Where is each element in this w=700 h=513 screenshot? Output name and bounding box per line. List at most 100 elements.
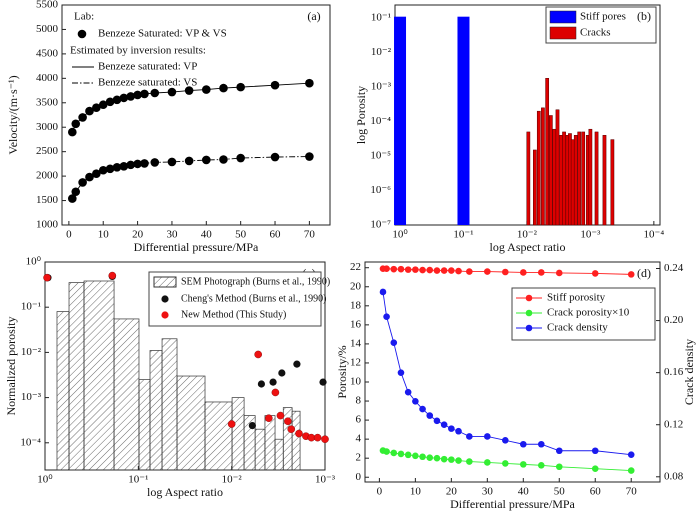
data-point [383, 448, 390, 455]
data-point [404, 388, 412, 396]
legend-label: Crack density [547, 322, 608, 334]
data-point [276, 411, 285, 420]
data-point [68, 194, 77, 203]
data-point [426, 266, 434, 274]
bar [588, 128, 593, 226]
data-point [119, 93, 129, 103]
data-point [150, 158, 160, 167]
data-point [202, 85, 211, 94]
data-point [319, 378, 327, 386]
data-point [227, 420, 236, 428]
data-point [383, 265, 390, 272]
y-tick-label: 3000 [36, 121, 59, 133]
data-point [440, 267, 448, 274]
y-tick-label: 2000 [36, 170, 59, 182]
x-tick-label: 0 [66, 229, 72, 241]
y-tick-label: 16 [350, 318, 362, 330]
data-point [426, 412, 434, 419]
data-point [293, 360, 301, 368]
y-tick-label: 10⁻⁵ [370, 150, 391, 162]
data-point [433, 267, 441, 274]
data-point [383, 313, 390, 320]
x-tick-label: 40 [201, 229, 213, 241]
y2-tick-label: 0.24 [664, 262, 684, 274]
histogram-bar [204, 401, 233, 471]
data-point [502, 268, 509, 276]
data-point [105, 97, 115, 107]
y-tick-label: 10⁻³ [371, 81, 392, 93]
legend-label: Stiff porosity [547, 292, 606, 304]
histogram-bar [56, 311, 70, 471]
data-point [133, 159, 142, 169]
data-point [184, 86, 194, 95]
data-point [448, 425, 455, 432]
histogram-bar [274, 438, 284, 471]
legend-label: Stiff pores [580, 11, 626, 23]
y-tick-label: 4000 [36, 72, 59, 84]
legend-label: Crack porosity×10 [547, 307, 630, 319]
x-tick-label: 10⁻¹ [128, 474, 148, 486]
bar [610, 139, 615, 226]
legend-swatch [549, 26, 577, 40]
data-point [270, 80, 280, 90]
data-point [43, 273, 51, 282]
y-tick-label: 5000 [36, 23, 59, 35]
legend-label: SEM Photograph (Burns et al., 1990) [181, 276, 330, 287]
x-axis-label: log Aspect ratio [490, 240, 566, 254]
data-point [537, 440, 545, 448]
data-point [627, 451, 635, 458]
data-point [202, 155, 211, 165]
bar [602, 135, 607, 226]
data-point [257, 380, 266, 388]
data-point [433, 454, 441, 462]
y-tick-label: 6 [356, 414, 362, 426]
data-point [519, 461, 527, 468]
data-point [502, 460, 509, 467]
legend-box [545, 6, 657, 44]
legend-box [148, 271, 322, 327]
legend-marker [525, 294, 533, 302]
bar [548, 115, 553, 226]
data-point [265, 414, 273, 422]
legend-title: Lab: [74, 11, 94, 23]
y-tick-label: 0 [356, 471, 362, 483]
data-point [108, 271, 117, 280]
data-point [519, 269, 527, 276]
x-axis-label: Differential pressure/MPa [134, 240, 259, 254]
x-tick-label: 10 [410, 486, 422, 498]
legend-marker [161, 311, 169, 319]
y2-tick-label: 0.20 [664, 314, 684, 326]
data-point [92, 103, 101, 112]
x-axis-label: log Aspect ratio [147, 485, 223, 499]
data-point [412, 452, 419, 460]
data-point [295, 429, 303, 438]
data-point [126, 160, 136, 170]
y-tick-label: 22 [350, 261, 361, 273]
data-point [412, 266, 419, 273]
data-point [112, 95, 122, 105]
data-point [426, 454, 434, 462]
histogram-bar [138, 379, 151, 471]
y-tick-label: 10 [350, 376, 362, 388]
bar [536, 110, 541, 226]
data-point [278, 369, 286, 377]
y-tick-label: 10⁻² [21, 346, 42, 358]
y-tick-label: 14 [350, 337, 362, 349]
data-point [455, 267, 462, 275]
data-point [313, 433, 322, 442]
y-axis-label: log Porosity [354, 86, 368, 144]
x-tick-label: 30 [166, 229, 178, 241]
data-point [419, 453, 426, 461]
data-point [379, 288, 387, 296]
data-point [484, 433, 491, 440]
data-point [440, 421, 448, 429]
data-point [219, 83, 228, 93]
plot-frame [61, 4, 331, 226]
data-point [455, 457, 462, 464]
histogram-bar [254, 428, 266, 471]
data-point [133, 90, 142, 100]
data-point [98, 100, 108, 110]
y-tick-label: 2500 [36, 145, 59, 157]
data-point [404, 266, 412, 273]
